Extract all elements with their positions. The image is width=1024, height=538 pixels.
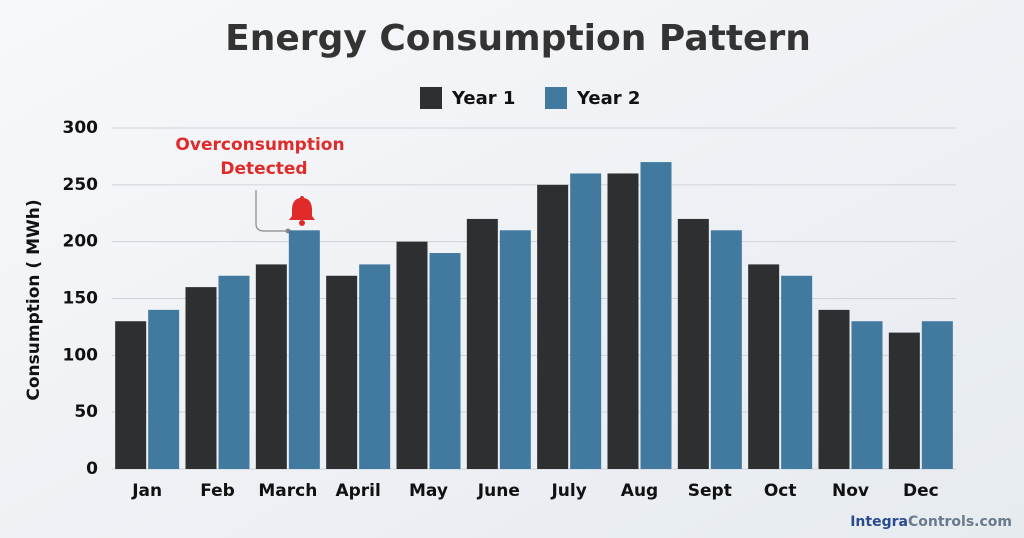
bar: [818, 309, 850, 469]
y-axis-label: Consumption ( MWh): [24, 199, 44, 400]
x-tick-label: Nov: [832, 481, 869, 501]
y-tick-label: 200: [63, 232, 99, 252]
bar: [288, 230, 320, 469]
x-tick-label: July: [550, 481, 586, 501]
bar: [537, 184, 569, 470]
bar: [359, 264, 391, 469]
x-tick-label: May: [409, 481, 448, 501]
bar: [499, 230, 531, 469]
x-tick-label: Oct: [764, 481, 797, 501]
x-tick-label: Dec: [903, 481, 939, 501]
x-tick-label: Jan: [131, 481, 162, 501]
x-tick-label: April: [335, 481, 380, 501]
bar: [851, 321, 883, 469]
bar: [429, 253, 461, 469]
bar: [888, 332, 920, 469]
chart-title: Energy Consumption Pattern: [225, 18, 811, 59]
bar: [185, 287, 217, 469]
x-tick-label: June: [477, 481, 520, 501]
annotation: Overconsumption: [175, 135, 344, 155]
y-tick-label: 300: [63, 118, 99, 138]
bar: [677, 218, 709, 469]
bar: [466, 218, 498, 469]
bar: [570, 173, 602, 469]
y-tick-label: 100: [63, 345, 99, 365]
y-tick-label: 0: [86, 459, 98, 479]
legend-label: Year 2: [576, 88, 640, 109]
legend-label: Year 1: [451, 88, 515, 109]
bar: [255, 264, 287, 469]
bar: [781, 275, 813, 469]
y-tick-label: 150: [63, 289, 99, 309]
annotation: Detected: [220, 159, 307, 179]
watermark-part: Controls.com: [908, 514, 1012, 530]
y-tick-label: 50: [74, 402, 98, 422]
bar: [148, 309, 180, 469]
watermark-part: Integra: [850, 514, 908, 530]
bar: [396, 241, 428, 469]
bar: [115, 321, 147, 469]
bar: [710, 230, 742, 469]
bar: [640, 162, 672, 469]
bar: [326, 275, 358, 469]
annotation-arrow: [255, 190, 288, 232]
x-tick-label: Feb: [200, 481, 235, 501]
watermark: IntegraControls.com: [850, 514, 1012, 530]
x-tick-label: Sept: [688, 481, 732, 501]
x-tick-label: March: [258, 481, 317, 501]
legend-swatch: [420, 87, 442, 109]
legend-swatch: [545, 87, 567, 109]
bell-icon: [289, 196, 315, 226]
bar: [607, 173, 639, 469]
bar: [218, 275, 250, 469]
x-tick-label: Aug: [621, 481, 658, 501]
bar: [748, 264, 780, 469]
y-tick-label: 250: [63, 175, 99, 195]
bar: [921, 321, 953, 469]
